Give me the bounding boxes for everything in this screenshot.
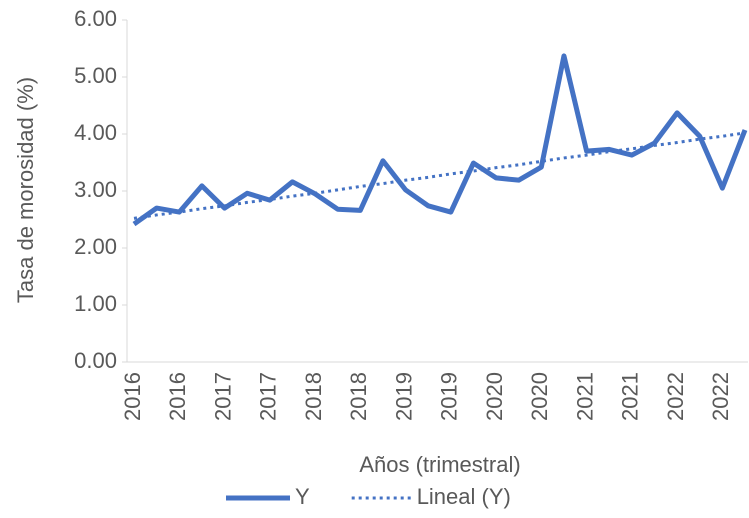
series-line xyxy=(133,131,746,220)
x-axis-title: Años (trimestral) xyxy=(359,452,520,477)
legend-label: Lineal (Y) xyxy=(417,484,511,509)
y-axis-title: Tasa de morosidad (%) xyxy=(13,77,38,303)
x-tick-label: 2022 xyxy=(708,372,733,421)
x-tick-label: 2017 xyxy=(256,372,281,421)
y-tick-label: 4.00 xyxy=(74,120,117,145)
legend-label: Y xyxy=(295,484,310,509)
y-tick-label: 2.00 xyxy=(74,234,117,259)
x-tick-label: 2021 xyxy=(572,372,597,421)
x-tick-label: 2017 xyxy=(210,372,235,421)
x-tick-label: 2018 xyxy=(346,372,371,421)
x-tick-label: 2016 xyxy=(120,372,145,421)
y-tick-label: 1.00 xyxy=(74,291,117,316)
x-tick-label: 2018 xyxy=(301,372,326,421)
x-tick-label: 2020 xyxy=(482,372,507,421)
y-tick-label: 5.00 xyxy=(74,63,117,88)
y-tick-label: 0.00 xyxy=(74,348,117,373)
x-tick-label: 2019 xyxy=(391,372,416,421)
series-line xyxy=(132,53,748,227)
y-tick-label: 3.00 xyxy=(74,177,117,202)
x-tick-label: 2019 xyxy=(437,372,462,421)
x-tick-label: 2020 xyxy=(527,372,552,421)
y-tick-label: 6.00 xyxy=(74,6,117,31)
x-tick-label: 2016 xyxy=(165,372,190,421)
x-tick-label: 2021 xyxy=(618,372,643,421)
x-tick-label: 2022 xyxy=(663,372,688,421)
